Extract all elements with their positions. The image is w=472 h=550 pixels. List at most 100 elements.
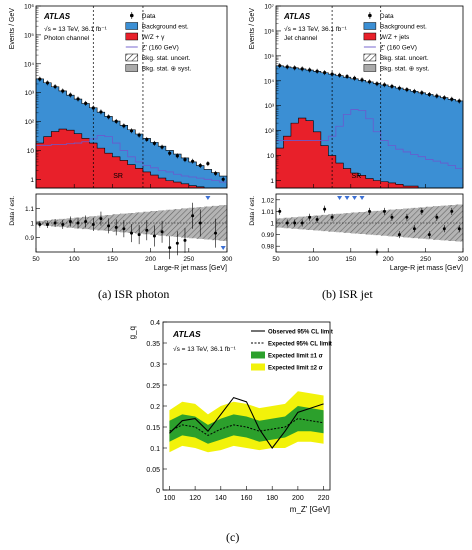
panel-b-atlas-label: ATLAS xyxy=(283,12,311,21)
caption-c-tag: (c) xyxy=(226,530,240,544)
panel-c-ytick-label: 0.4 xyxy=(150,320,160,327)
panel-b-xtick-label: 300 xyxy=(458,256,469,263)
panel-b-ratio-point xyxy=(442,227,446,231)
panel-b-xtick-label: 200 xyxy=(383,256,394,263)
panel-b-legend-1-swatch xyxy=(363,22,377,30)
panel-a-ratio-point xyxy=(91,222,95,226)
panel-c-xtick-label: 220 xyxy=(318,495,330,502)
panel-a-ratio-point xyxy=(160,230,164,234)
panel-c-legend-2-label: Expected limit ±1 σ xyxy=(268,354,323,360)
panel-b-legend-2-swatch xyxy=(363,32,377,41)
panel-a-ylabel: Events / GeV xyxy=(9,8,16,50)
panel-b-legend-3-label: Z' (160 GeV) xyxy=(380,45,417,52)
panel-c-ytick-label: 0.25 xyxy=(146,383,160,390)
panel-a-legend-5-label: Bkg. stat. ⊕ syst. xyxy=(142,66,192,73)
panel-b-ytick-label: 10³ xyxy=(265,103,275,110)
panel-a-energy-label: √s = 13 TeV, 36.1 fb⁻¹ xyxy=(44,25,108,33)
panel-a-ratio-point xyxy=(99,217,103,221)
caption-a-tag: (a) xyxy=(98,287,112,301)
panel-a-data-point xyxy=(221,177,225,181)
panel-b-legend-2-label: W/Z + jets xyxy=(380,34,410,41)
panel-a-xlabel: Large-R jet mass [GeV] xyxy=(154,265,227,272)
panel-b-ratio-point xyxy=(285,221,289,225)
caption-a: (a) ISR photon xyxy=(98,287,169,302)
panel-b-data-point xyxy=(352,76,357,80)
panel-b-data-point xyxy=(278,64,282,68)
panel-b-legend-0-marker xyxy=(368,13,372,18)
panel-b-ratio-point xyxy=(397,233,401,237)
panel-b-ylabel: Events / GeV xyxy=(249,8,256,50)
panel-a-xtick-label: 150 xyxy=(107,256,118,263)
panel-a-ytick-label: 10³ xyxy=(25,90,35,97)
panel-b-legend-4-swatch xyxy=(363,53,377,62)
panel-c-xtick-label: 160 xyxy=(241,495,253,502)
panel-a-data-point xyxy=(160,145,164,149)
panel-a-legend-0-label: Data xyxy=(142,13,156,20)
panel-a-ratio-point xyxy=(61,222,65,226)
panel-b-ratio-ytick-label: 0.99 xyxy=(261,232,274,239)
panel-b-ratio-point xyxy=(420,209,424,213)
panel-b-data-point xyxy=(450,97,454,101)
panel-b-ratio-offscale-arrow xyxy=(337,196,343,200)
panel-b-data-point xyxy=(427,92,431,97)
panel-a-channel-label: Photon channel xyxy=(44,35,90,42)
panel-a-legend-4-swatch xyxy=(125,53,139,62)
panel-b-data-point xyxy=(375,82,379,86)
panel-a-legend-2-swatch xyxy=(125,32,139,41)
panel-b-wz-area xyxy=(275,117,463,189)
caption-c: (c) xyxy=(226,530,239,545)
panel-a-ratio-point xyxy=(53,221,57,225)
panel-a-data-point xyxy=(99,110,103,114)
panel-b-ratio-point xyxy=(382,209,386,213)
panel-a-ratio-point xyxy=(145,228,149,232)
panel-b-ytick-label: 10 xyxy=(267,153,275,160)
panel-a-data-point xyxy=(68,93,72,97)
panel-a-ratio-point xyxy=(168,246,172,250)
panel-a-data-point xyxy=(114,119,118,124)
panel-a-ratio-point xyxy=(114,225,118,229)
panel-b-data-point xyxy=(457,99,461,103)
panel-a-xtick-label: 200 xyxy=(145,256,156,263)
panel-b-ytick-label: 1 xyxy=(270,178,274,185)
panel-a-sr-label: SR xyxy=(113,173,123,180)
panel-b-ratio-point xyxy=(450,209,454,213)
panel-a-ratio-point xyxy=(45,222,49,226)
panel-b-legend-5-label: Bkg. stat. ⊕ syst. xyxy=(380,66,430,73)
panel-a-atlas-label: ATLAS xyxy=(43,12,71,21)
panel-a-data-point xyxy=(213,171,218,176)
panel-a-data-point xyxy=(191,159,195,163)
panel-a-data-point xyxy=(53,85,57,89)
panel-a-legend-5-swatch xyxy=(125,64,139,72)
panel-a-ratio-point xyxy=(84,220,88,224)
panel-b-data-point xyxy=(337,73,342,77)
panel-b-ratio-point xyxy=(293,221,297,225)
panel-b-data-point xyxy=(367,80,372,84)
panel-a-ratio-ytick-label: 0.9 xyxy=(25,235,34,242)
panel-b-ratio-point xyxy=(308,215,312,219)
panel-b-data-point xyxy=(435,94,439,98)
panel-c-legend-0-label: Observed 95% CL limit xyxy=(268,330,333,336)
panel-b-ratio-point xyxy=(427,233,431,237)
panel-c-legend-3-swatch xyxy=(251,363,265,371)
panel-b-ratio-point xyxy=(405,215,409,219)
panel-a-data-point xyxy=(61,89,65,93)
panel-a-ytick-label: 10 xyxy=(27,148,35,155)
panel-c-ytick-label: 0.2 xyxy=(150,404,160,411)
panel-c-xlabel: m_Z' [GeV] xyxy=(290,505,330,514)
panel-a-ratio-point xyxy=(122,227,126,231)
panel-a-xtick-label: 300 xyxy=(222,256,233,263)
panel-c-legend-3-label: Expected limit ±2 σ xyxy=(268,366,323,372)
panel-c-atlas-label: ATLAS xyxy=(172,329,201,339)
panel-a-data-point xyxy=(122,124,126,128)
panel-a-data-point xyxy=(175,154,179,158)
panel-c-xtick-label: 100 xyxy=(164,495,176,502)
panel-a-data-point xyxy=(168,151,172,155)
panel-b-ratio-offscale-arrow xyxy=(359,196,365,200)
panel-b-ytick-label: 10⁵ xyxy=(264,53,274,60)
panel-b-data-point xyxy=(308,68,312,72)
panel-a-ytick-label: 1 xyxy=(30,177,34,184)
panel-a-xtick-label: 250 xyxy=(183,256,194,263)
panel-b-sr-label: SR xyxy=(352,173,362,180)
